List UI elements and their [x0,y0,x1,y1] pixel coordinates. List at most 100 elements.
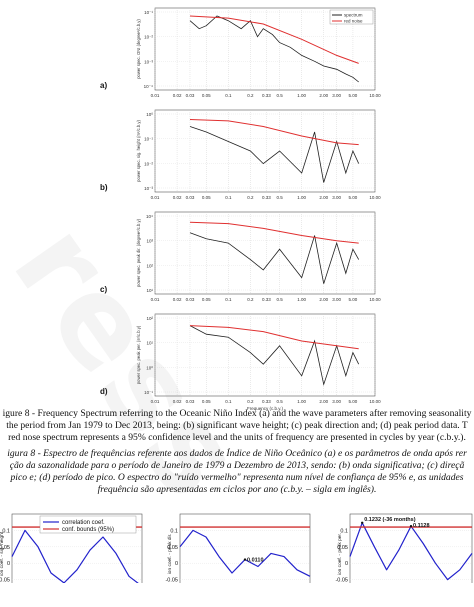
x-tick-label: 2.00 [319,297,328,302]
plot-frame [154,109,376,193]
y-tick-label: 0 [7,561,10,567]
x-tick-label: 0.02 [173,297,182,302]
y-tick-label: 10⁻¹ [144,10,153,15]
legend-label: spectrum [344,13,363,18]
legend-label: correlation coef. [62,520,105,526]
y-tick-label: -0.05 [335,578,348,583]
x-tick-label: 0.2 [247,195,254,200]
x-tick-label: 3.00 [332,399,341,404]
plot-frame [154,211,376,295]
y-tick-label: 0.05 [0,545,10,551]
y-tick-label: 10² [146,316,153,321]
y-axis-label: power spec. ONI (degree²/c.b.y) [136,19,141,79]
y-tick-label: 0 [175,561,178,567]
x-tick-label: 10.00 [369,195,381,200]
x-tick-label: 0.33 [262,399,271,404]
x-tick-label: 0.5 [276,93,283,98]
panel-label: b) [100,183,108,192]
caption-pt-line-3: pico e; (d) período de pico. O espectro … [10,472,464,483]
x-tick-label: 5.00 [349,93,358,98]
x-tick-label: 0.03 [186,195,195,200]
y-tick-label: 10⁻² [144,35,153,40]
x-tick-label: 0.5 [276,399,283,404]
x-tick-label: 3.00 [332,93,341,98]
legend-label: conf. bounds (95%) [62,527,114,533]
plot-frame [154,313,376,397]
caption-en-line-1: igure 8 - Frequency Spectrum referring t… [2,408,472,419]
panel-label: a) [100,81,107,90]
x-tick-label: 10.00 [369,297,381,302]
caption-pt-line-4: frequência são apresentadas em ciclos po… [97,484,377,495]
x-tick-label: 0.01 [151,93,160,98]
legend-box [39,515,137,534]
x-tick-label: 1.00 [297,93,306,98]
panel-label: d) [100,387,108,396]
y-tick-label: -0.05 [0,578,10,583]
x-tick-label: 0.2 [247,399,254,404]
y-tick-label: 10¹ [146,288,153,293]
y-tick-label: 10⁻⁴ [144,84,153,89]
y-tick-label: 10⁻³ [144,186,153,191]
figure-area: 0.01 0.02 0.03 0.05 0.1 0.2 0.33 0.5 1.00 2.00 3.0… [0,7,473,583]
series-line-red-noise [189,325,359,350]
correlation-panel-1: 0.1 0.05 0 -0.05 ion coef. - sig. height corr… [0,513,143,583]
y-tick-label: 10³ [146,239,153,244]
x-tick-label: 0.5 [276,297,283,302]
y-tick-label: 10⁴ [146,214,153,219]
y-tick-label: 10⁰ [146,112,153,117]
series-line-red-noise [189,221,359,244]
spectrum-panel-4: 0.01 0.02 0.03 0.05 0.1 0.2 0.33 0.5 1.00 2.00 3.0… [100,313,381,411]
series-line-correlation [11,529,139,583]
spectrum-panel-3: 0.01 0.02 0.03 0.05 0.1 0.2 0.33 0.5 1.00 2.00 3.0… [100,211,381,302]
y-tick-label: 10⁻² [144,161,153,166]
y-axis-label: power spec. peak per. (s²/c.b.y) [136,325,141,384]
plot-frame [179,513,311,583]
x-tick-label: 1.00 [297,399,306,404]
caption-pt-line-2: ção da sazonalidade para o período de Ja… [9,460,465,471]
x-tick-label: 0.03 [186,297,195,302]
series-line-red-noise [189,119,359,146]
panel-label: c) [100,285,107,294]
y-tick-label: 10⁻¹ [144,390,153,395]
x-tick-label: 5.00 [349,399,358,404]
x-tick-label: 10.00 [369,399,381,404]
y-tick-label: 10⁰ [146,365,153,370]
x-tick-label: 0.33 [262,297,271,302]
plot-frame [349,513,473,583]
x-tick-label: 0.05 [202,297,211,302]
x-tick-label: 0.01 [151,195,160,200]
x-tick-label: 0.2 [247,93,254,98]
x-tick-label: 0.05 [202,399,211,404]
y-tick-label: 10⁻³ [144,59,153,64]
annotation-marker [409,525,413,528]
y-tick-label: 10¹ [146,341,153,346]
series-line-spectrum [189,15,359,83]
x-tick-label: 0.1 [225,297,232,302]
y-tick-label: 0.1 [170,528,178,534]
y-axis-label: power spec. sig. height (m²/c.b.y) [136,120,141,182]
x-tick-label: 0.03 [186,93,195,98]
spectrum-panel-2: 0.01 0.02 0.03 0.05 0.1 0.2 0.33 0.5 1.00 2.00 3.0… [100,109,381,200]
spectrum-panel-1: 0.01 0.02 0.03 0.05 0.1 0.2 0.33 0.5 1.00 2.00 3.0… [100,7,381,98]
y-tick-label: 0.1 [340,528,348,534]
x-tick-label: 5.00 [349,297,358,302]
y-axis-label: ion coef. - peak per. [337,533,343,575]
y-axis-label: power spec. peak dir. (degree²/c.b.y) [136,218,141,287]
y-tick-label: -0.05 [165,578,178,583]
annotation-marker [243,558,247,561]
x-tick-label: 0.02 [173,93,182,98]
annotation-label: 0.1232 (-36 months) [364,517,416,523]
x-tick-label: 0.01 [151,297,160,302]
annotation-label: 0.1128 [413,523,430,529]
legend-label: red noise [344,19,363,24]
x-tick-label: 3.00 [332,297,341,302]
x-tick-label: 0.05 [202,93,211,98]
x-tick-label: 0.02 [173,399,182,404]
x-tick-label: 3.00 [332,195,341,200]
caption-pt-line-1: igura 8 - Espectro de frequências refere… [7,448,467,459]
y-tick-label: 10⁻¹ [144,137,153,142]
x-tick-label: 0.33 [262,195,271,200]
x-tick-label: 0.01 [151,399,160,404]
x-tick-label: 5.00 [349,195,358,200]
series-line-spectrum [189,232,360,284]
